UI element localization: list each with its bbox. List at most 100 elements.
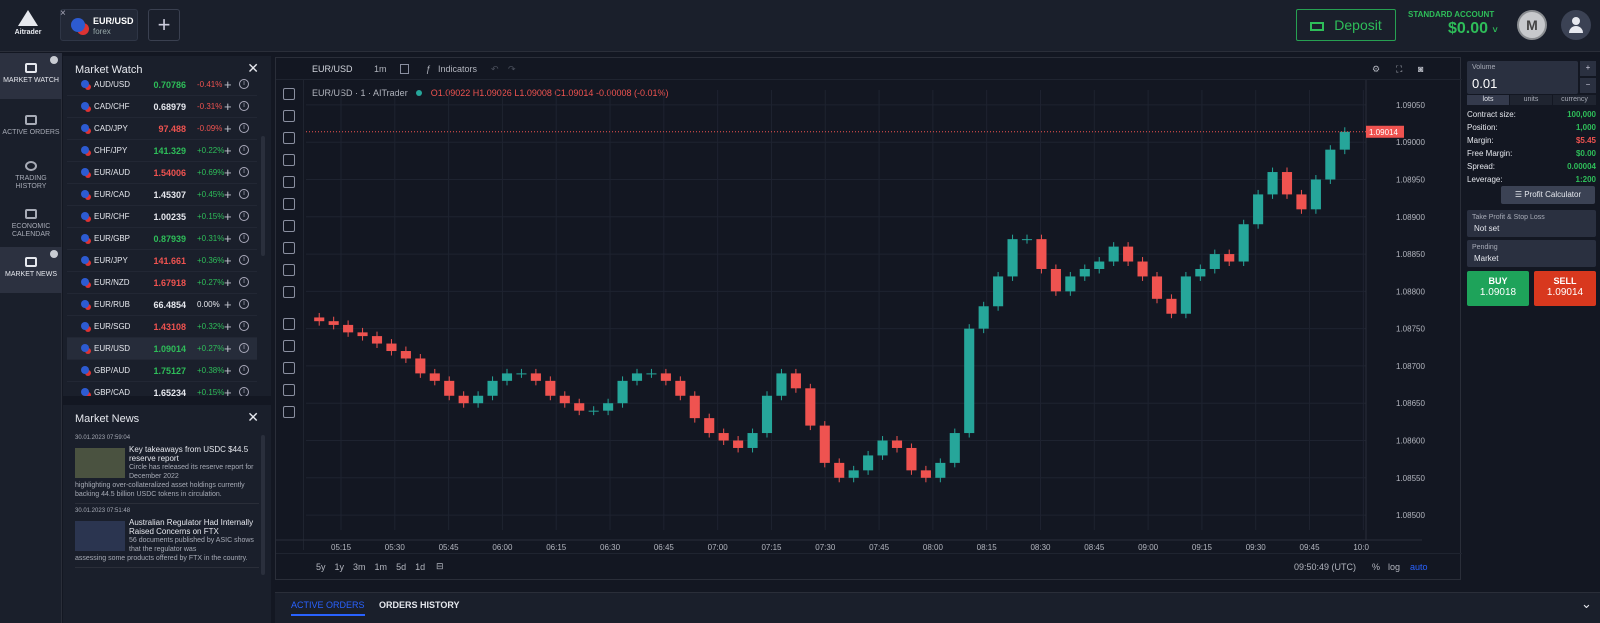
add-icon[interactable]: + — [224, 165, 232, 180]
add-icon[interactable]: + — [224, 143, 232, 158]
chart-area[interactable]: EUR/USD 1m ƒ Indicators ↶ ↷ ⚙ ⛶ ◙ EUR/US… — [275, 57, 1462, 580]
unit-lots[interactable]: lots — [1467, 95, 1509, 105]
add-icon[interactable]: + — [224, 297, 232, 312]
deposit-button[interactable]: Deposit — [1296, 9, 1396, 41]
info-icon[interactable]: i — [239, 299, 249, 309]
market-watch-row[interactable]: EUR/CHF 1.00235 +0.15% + i — [67, 206, 257, 228]
nav-market-watch[interactable]: MARKET WATCH — [0, 53, 62, 99]
info-icon[interactable]: i — [239, 189, 249, 199]
brush-icon[interactable] — [283, 154, 295, 166]
calendar-range-icon[interactable]: ⊟ — [436, 561, 444, 571]
volume-increase-button[interactable]: + — [1580, 61, 1596, 76]
info-icon[interactable]: i — [239, 277, 249, 287]
sell-button[interactable]: SELL 1.09014 — [1534, 271, 1596, 306]
nav-active-orders[interactable]: ACTIVE ORDERS — [0, 105, 62, 151]
market-watch-row[interactable]: EUR/JPY 141.661 +0.36% + i — [67, 250, 257, 272]
trash-icon[interactable] — [283, 406, 295, 418]
trend-line-icon[interactable] — [283, 110, 295, 122]
profit-calculator-button[interactable]: ☰ Profit Calculator — [1501, 186, 1595, 204]
unit-units[interactable]: units — [1510, 95, 1552, 105]
indicators-button[interactable]: Indicators — [438, 64, 478, 74]
text-icon[interactable] — [283, 176, 295, 188]
symbol-tab[interactable]: × EUR/USD forex — [60, 8, 138, 41]
avatar[interactable] — [1561, 10, 1591, 40]
market-watch-row[interactable]: CHF/JPY 141.329 +0.22% + i — [67, 140, 257, 162]
add-icon[interactable]: + — [224, 121, 232, 136]
account-summary[interactable]: STANDARD ACCOUNT $0.00 ˅ — [1408, 10, 1498, 38]
crosshair-icon[interactable] — [283, 88, 295, 100]
indicators-icon[interactable]: ƒ — [426, 64, 432, 74]
emoji-icon[interactable] — [283, 242, 295, 254]
market-watch-row[interactable]: EUR/CAD 1.45307 +0.45% + i — [67, 184, 257, 206]
unit-currency[interactable]: currency — [1553, 95, 1596, 105]
volume-input[interactable]: Volume 0.01 — [1467, 61, 1578, 94]
market-watch-row[interactable]: EUR/GBP 0.87939 +0.31% + i — [67, 228, 257, 250]
range-3m[interactable]: 3m — [353, 562, 366, 572]
interval-button[interactable]: 1m — [374, 64, 387, 74]
info-icon[interactable]: i — [239, 365, 249, 375]
lock-draw-icon[interactable] — [283, 340, 295, 352]
add-icon[interactable]: + — [224, 99, 232, 114]
info-icon[interactable]: i — [239, 233, 249, 243]
info-icon[interactable]: i — [239, 79, 249, 89]
buy-button[interactable]: BUY 1.09018 — [1467, 271, 1529, 306]
info-icon[interactable]: i — [239, 101, 249, 111]
news-item[interactable]: 30.01.2023 07:59:04 Key takeaways from U… — [75, 435, 259, 504]
add-icon[interactable]: + — [224, 385, 232, 396]
add-icon[interactable]: + — [224, 319, 232, 334]
chevron-down-icon[interactable]: ⌄ — [1581, 596, 1592, 611]
news-item[interactable]: 30.01.2023 07:51:48 Australian Regulator… — [75, 508, 259, 568]
add-tab-button[interactable]: + — [148, 9, 180, 41]
undo-icon[interactable]: ↶ — [491, 64, 499, 74]
magnet-icon[interactable] — [283, 318, 295, 330]
market-watch-row[interactable]: EUR/SGD 1.43108 +0.32% + i — [67, 316, 257, 338]
range-5d[interactable]: 5d — [396, 562, 407, 572]
settings-icon[interactable]: ⚙ — [1372, 64, 1381, 74]
collapse-dot-icon[interactable] — [50, 250, 58, 258]
candle-type-icon[interactable] — [400, 64, 409, 74]
close-tab-icon[interactable]: × — [60, 8, 66, 19]
tab-active-orders[interactable]: ACTIVE ORDERS — [291, 600, 365, 616]
tpsl-field[interactable]: Take Profit & Stop Loss Not set — [1467, 210, 1596, 237]
market-watch-row[interactable]: EUR/NZD 1.67918 +0.27% + i — [67, 272, 257, 294]
market-watch-row[interactable]: GBP/AUD 1.75127 +0.38% + i — [67, 360, 257, 382]
nav-trading-history[interactable]: TRADING HISTORY — [0, 151, 62, 197]
account-level-icon[interactable]: M — [1517, 10, 1547, 40]
fullscreen-icon[interactable]: ⛶ — [1396, 64, 1403, 74]
info-icon[interactable]: i — [239, 255, 249, 265]
market-watch-row[interactable]: EUR/USD 1.09014 +0.27% + i — [67, 338, 257, 360]
add-icon[interactable]: + — [224, 209, 232, 224]
camera-icon[interactable]: ◙ — [1418, 64, 1424, 74]
nav-economic-calendar[interactable]: ECONOMIC CALENDAR — [0, 199, 62, 245]
range-1y[interactable]: 1y — [334, 562, 345, 572]
ruler-icon[interactable] — [283, 264, 295, 276]
clock[interactable]: 09:50:49 (UTC) — [1294, 562, 1357, 572]
log-scale-button[interactable]: log — [1388, 562, 1401, 572]
redo-icon[interactable]: ↷ — [508, 64, 516, 74]
add-icon[interactable]: + — [224, 363, 232, 378]
add-icon[interactable]: + — [224, 187, 232, 202]
info-icon[interactable]: i — [239, 343, 249, 353]
measure-icon[interactable] — [283, 220, 295, 232]
range-5y[interactable]: 5y — [316, 562, 326, 572]
info-icon[interactable]: i — [239, 123, 249, 133]
pattern-icon[interactable] — [283, 198, 295, 210]
tab-orders-history[interactable]: ORDERS HISTORY — [379, 600, 460, 610]
auto-scale-button[interactable]: auto — [1410, 562, 1428, 572]
close-icon[interactable]: ✕ — [247, 60, 259, 76]
range-1m[interactable]: 1m — [374, 562, 388, 572]
zoom-icon[interactable] — [283, 286, 295, 298]
add-icon[interactable]: + — [224, 231, 232, 246]
add-icon[interactable]: + — [224, 77, 232, 92]
info-icon[interactable]: i — [239, 167, 249, 177]
chart-symbol[interactable]: EUR/USD — [312, 64, 353, 74]
add-icon[interactable]: + — [224, 341, 232, 356]
close-icon[interactable]: ✕ — [247, 409, 259, 425]
pending-field[interactable]: Pending Market — [1467, 240, 1596, 267]
market-watch-row[interactable]: EUR/RUB 66.4854 0.00% + i — [67, 294, 257, 316]
percent-scale-button[interactable]: % — [1372, 562, 1381, 572]
app-logo[interactable]: Aitrader — [8, 10, 48, 44]
market-watch-row[interactable]: EUR/AUD 1.54006 +0.69% + i — [67, 162, 257, 184]
volume-decrease-button[interactable]: − — [1580, 78, 1596, 93]
nav-market-news[interactable]: MARKET NEWS — [0, 247, 62, 293]
